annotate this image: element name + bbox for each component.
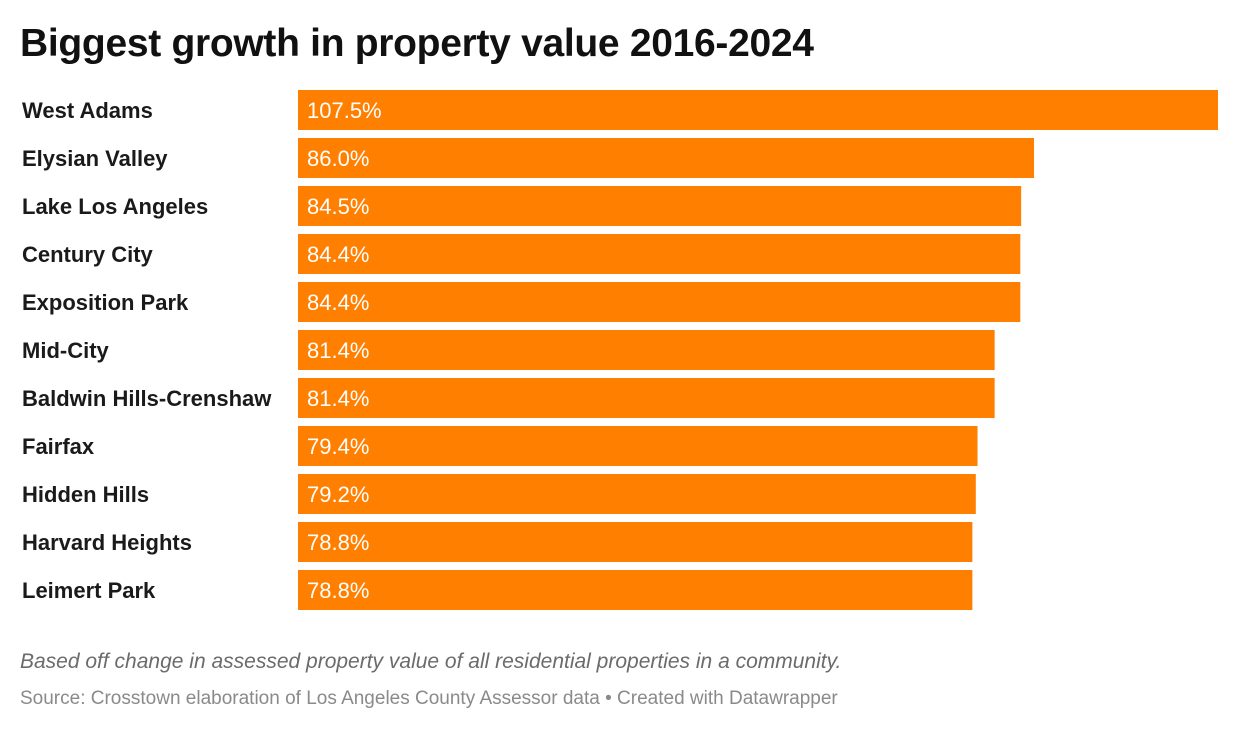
bar-fairfax	[298, 426, 978, 466]
bar-west-adams	[298, 90, 1218, 130]
value-label-century-city: 84.4%	[307, 242, 369, 267]
bar-century-city	[298, 234, 1021, 274]
value-label-harvard-heights: 78.8%	[307, 530, 369, 555]
value-label-hidden-hills: 79.2%	[307, 482, 369, 507]
value-label-mid-city: 81.4%	[307, 338, 369, 363]
bar-leimert-park	[298, 570, 973, 610]
value-label-fairfax: 79.4%	[307, 434, 369, 459]
value-label-elysian-valley: 86.0%	[307, 146, 369, 171]
bar-mid-city	[298, 330, 995, 370]
category-label-elysian-valley: Elysian Valley	[22, 146, 168, 171]
category-label-leimert-park: Leimert Park	[22, 578, 156, 603]
value-label-baldwin-hills-crenshaw: 81.4%	[307, 386, 369, 411]
bar-harvard-heights	[298, 522, 973, 562]
bar-baldwin-hills-crenshaw	[298, 378, 995, 418]
value-label-lake-los-angeles: 84.5%	[307, 194, 369, 219]
category-label-harvard-heights: Harvard Heights	[22, 530, 192, 555]
value-label-leimert-park: 78.8%	[307, 578, 369, 603]
bar-hidden-hills	[298, 474, 976, 514]
category-label-baldwin-hills-crenshaw: Baldwin Hills-Crenshaw	[22, 386, 272, 411]
bar-lake-los-angeles	[298, 186, 1022, 226]
bar-chart: West Adams 107.5% Elysian Valley 86.0% Lake …	[22, 90, 1218, 610]
chart-notes: Based off change in assessed property va…	[20, 650, 842, 673]
bar-elysian-valley	[298, 138, 1034, 178]
category-label-hidden-hills: Hidden Hills	[22, 482, 149, 507]
category-label-mid-city: Mid-City	[22, 338, 110, 363]
chart-source: Source: Crosstown elaboration of Los Ang…	[20, 688, 838, 709]
chart-title: Biggest growth in property value 2016-20…	[20, 22, 814, 65]
category-label-exposition-park: Exposition Park	[22, 290, 189, 315]
bar-exposition-park	[298, 282, 1021, 322]
value-label-exposition-park: 84.4%	[307, 290, 369, 315]
value-label-west-adams: 107.5%	[307, 98, 382, 123]
category-label-lake-los-angeles: Lake Los Angeles	[22, 194, 208, 219]
category-label-fairfax: Fairfax	[22, 434, 95, 459]
category-label-century-city: Century City	[22, 242, 154, 267]
category-label-west-adams: West Adams	[22, 98, 153, 123]
